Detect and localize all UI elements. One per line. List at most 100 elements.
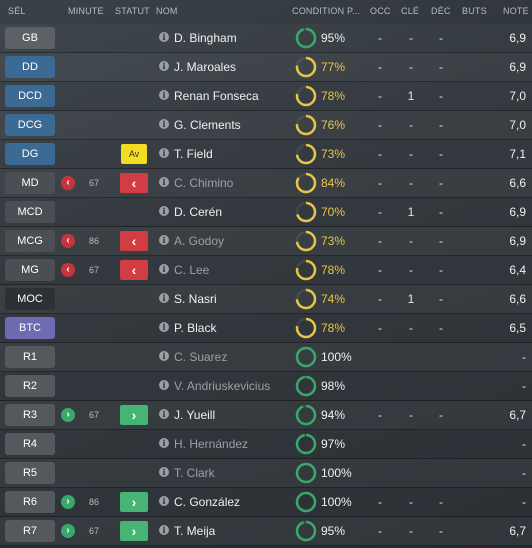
condition-value: 73% bbox=[321, 147, 346, 161]
info-icon[interactable]: i bbox=[159, 380, 169, 390]
table-row[interactable]: MG ‹ 67 ‹ i C. Lee 78% - - - 6,4 bbox=[0, 256, 532, 285]
player-name[interactable]: D. Bingham bbox=[174, 31, 237, 45]
position-badge[interactable]: R3 bbox=[5, 404, 55, 426]
player-name[interactable]: Renan Fonseca bbox=[174, 89, 259, 103]
position-badge[interactable]: R6 bbox=[5, 491, 55, 513]
player-name[interactable]: G. Clements bbox=[174, 118, 241, 132]
table-header: SÉL MINUTE STATUT NOM CONDITION P... OCC… bbox=[0, 0, 532, 22]
substituted-on-icon[interactable]: › bbox=[120, 405, 148, 425]
info-icon[interactable]: i bbox=[159, 148, 169, 158]
table-row[interactable]: DCD i Renan Fonseca 78% - 1 - 7,0 bbox=[0, 82, 532, 111]
player-name[interactable]: T. Meija bbox=[174, 524, 216, 538]
info-icon[interactable]: i bbox=[159, 61, 169, 71]
player-name[interactable]: C. Suarez bbox=[174, 350, 228, 364]
player-name[interactable]: S. Nasri bbox=[174, 292, 217, 306]
warning-badge[interactable]: Av bbox=[121, 144, 147, 164]
position-badge[interactable]: DG bbox=[5, 143, 55, 165]
table-row[interactable]: DCG i G. Clements 76% - - - 7,0 bbox=[0, 111, 532, 140]
table-row[interactable]: R2 i V. Andriuskevicius 98% - bbox=[0, 372, 532, 401]
info-icon[interactable]: i bbox=[159, 467, 169, 477]
col-header-statut[interactable]: STATUT bbox=[115, 6, 150, 16]
position-badge[interactable]: MD bbox=[5, 172, 55, 194]
table-row[interactable]: R5 i T. Clark 100% - bbox=[0, 459, 532, 488]
rating-value: 6,4 bbox=[509, 263, 526, 277]
table-row[interactable]: MOC i S. Nasri 74% - 1 - 6,6 bbox=[0, 285, 532, 314]
substituted-off-icon[interactable]: ‹ bbox=[120, 231, 148, 251]
info-icon[interactable]: i bbox=[159, 525, 169, 535]
info-icon[interactable]: i bbox=[159, 90, 169, 100]
info-icon[interactable]: i bbox=[159, 409, 169, 419]
table-row[interactable]: DD i J. Maroales 77% - - - 6,9 bbox=[0, 53, 532, 82]
info-icon[interactable]: i bbox=[159, 322, 169, 332]
player-name[interactable]: A. Godoy bbox=[174, 234, 225, 248]
info-icon[interactable]: i bbox=[159, 351, 169, 361]
occ-value: - bbox=[378, 60, 382, 74]
condition-value: 95% bbox=[321, 524, 346, 538]
substituted-off-icon[interactable]: ‹ bbox=[120, 173, 148, 193]
substituted-on-icon[interactable]: › bbox=[120, 492, 148, 512]
info-icon[interactable]: i bbox=[159, 119, 169, 129]
col-header-nom[interactable]: NOM bbox=[156, 6, 178, 16]
table-row[interactable]: BTC i P. Black 78% - - - 6,5 bbox=[0, 314, 532, 343]
col-header-condition[interactable]: CONDITION P... bbox=[292, 6, 361, 16]
col-header-cle[interactable]: CLÉ bbox=[401, 6, 420, 16]
col-header-occ[interactable]: OCC bbox=[370, 6, 391, 16]
table-row[interactable]: MCD i D. Cerén 70% - 1 - 6,9 bbox=[0, 198, 532, 227]
table-row[interactable]: GB i D. Bingham 95% - - - 6,9 bbox=[0, 24, 532, 53]
position-badge[interactable]: DCG bbox=[5, 114, 55, 136]
info-icon[interactable]: i bbox=[159, 496, 169, 506]
position-badge[interactable]: DD bbox=[5, 56, 55, 78]
info-icon[interactable]: i bbox=[159, 293, 169, 303]
info-icon[interactable]: i bbox=[159, 177, 169, 187]
player-name[interactable]: C. González bbox=[174, 495, 241, 509]
table-row[interactable]: R1 i C. Suarez 100% - bbox=[0, 343, 532, 372]
table-row[interactable]: MD ‹ 67 ‹ i C. Chimino 84% - - - 6,6 bbox=[0, 169, 532, 198]
substituted-off-icon[interactable]: ‹ bbox=[120, 260, 148, 280]
info-icon[interactable]: i bbox=[159, 206, 169, 216]
dec-value: - bbox=[439, 89, 443, 103]
position-badge[interactable]: MOC bbox=[5, 288, 55, 310]
position-badge[interactable]: MCG bbox=[5, 230, 55, 252]
col-header-minute[interactable]: MINUTE bbox=[68, 6, 104, 16]
info-icon[interactable]: i bbox=[159, 32, 169, 42]
col-header-sel[interactable]: SÉL bbox=[8, 6, 26, 16]
position-badge[interactable]: DCD bbox=[5, 85, 55, 107]
sub-minute: 67 bbox=[88, 178, 99, 188]
sub-minute: 67 bbox=[88, 410, 99, 420]
info-icon[interactable]: i bbox=[159, 438, 169, 448]
position-badge[interactable]: R5 bbox=[5, 462, 55, 484]
table-row[interactable]: R3 › 67 › i J. Yueill 94% - - - 6,7 bbox=[0, 401, 532, 430]
position-badge[interactable]: MG bbox=[5, 259, 55, 281]
player-name[interactable]: V. Andriuskevicius bbox=[174, 379, 271, 393]
player-name[interactable]: C. Chimino bbox=[174, 176, 234, 190]
table-row[interactable]: DG Av i T. Field 73% - - - 7,1 bbox=[0, 140, 532, 169]
position-badge[interactable]: R1 bbox=[5, 346, 55, 368]
position-badge[interactable]: GB bbox=[5, 27, 55, 49]
info-icon[interactable]: i bbox=[159, 235, 169, 245]
player-name[interactable]: J. Yueill bbox=[174, 408, 216, 422]
table-row[interactable]: R6 › 86 › i C. González 100% - - - - bbox=[0, 488, 532, 517]
condition-value: 78% bbox=[321, 89, 346, 103]
player-name[interactable]: T. Field bbox=[174, 147, 213, 161]
position-badge[interactable]: BTC bbox=[5, 317, 55, 339]
player-name[interactable]: C. Lee bbox=[174, 263, 210, 277]
position-badge[interactable]: MCD bbox=[5, 201, 55, 223]
col-header-buts[interactable]: BUTS bbox=[462, 6, 487, 16]
player-name[interactable]: P. Black bbox=[174, 321, 217, 335]
position-badge[interactable]: R2 bbox=[5, 375, 55, 397]
col-header-note[interactable]: NOTE bbox=[503, 6, 529, 16]
info-icon[interactable]: i bbox=[159, 264, 169, 274]
cle-value: - bbox=[409, 263, 413, 277]
table-row[interactable]: MCG ‹ 86 ‹ i A. Godoy 73% - - - 6,9 bbox=[0, 227, 532, 256]
condition-ring-icon bbox=[295, 230, 317, 252]
position-badge[interactable]: R4 bbox=[5, 433, 55, 455]
table-row[interactable]: R7 › 67 › i T. Meija 95% - - - 6,7 bbox=[0, 517, 532, 546]
player-name[interactable]: D. Cerén bbox=[174, 205, 223, 219]
player-name[interactable]: J. Maroales bbox=[174, 60, 237, 74]
player-name[interactable]: H. Hernández bbox=[174, 437, 249, 451]
player-name[interactable]: T. Clark bbox=[174, 466, 215, 480]
col-header-dec[interactable]: DÉC bbox=[431, 6, 451, 16]
position-badge[interactable]: R7 bbox=[5, 520, 55, 542]
substituted-on-icon[interactable]: › bbox=[120, 521, 148, 541]
table-row[interactable]: R4 i H. Hernández 97% - bbox=[0, 430, 532, 459]
